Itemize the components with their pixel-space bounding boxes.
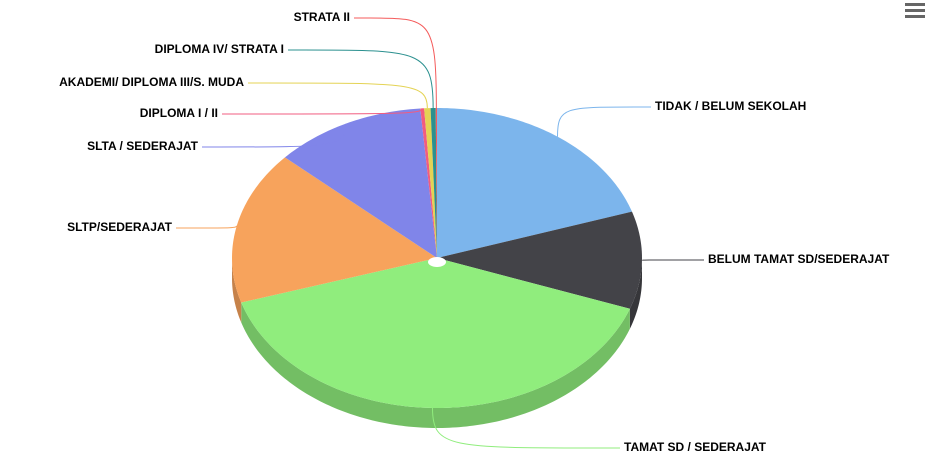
- slice-label: AKADEMI/ DIPLOMA III/S. MUDA: [59, 75, 244, 89]
- connector: [222, 108, 423, 115]
- slice-label: SLTP/SEDERAJAT: [67, 220, 173, 234]
- slice-side: [232, 258, 242, 323]
- slice-label: BELUM TAMAT SD/SEDERAJAT: [708, 252, 890, 266]
- slice: [232, 157, 437, 303]
- menu-bar: [905, 15, 925, 18]
- slice: [284, 108, 437, 258]
- slice-label: STRATA II: [294, 10, 350, 24]
- menu-bar: [905, 9, 925, 12]
- slice: [437, 108, 632, 258]
- slice-side: [241, 302, 630, 428]
- connector: [431, 407, 620, 449]
- slice-label: TIDAK / BELUM SEKOLAH: [655, 99, 806, 113]
- slice-label: SLTA / SEDERAJAT: [87, 139, 199, 153]
- connector: [288, 49, 434, 109]
- connector: [556, 106, 651, 137]
- slice: [241, 258, 630, 408]
- connector: [354, 17, 437, 109]
- connector: [248, 82, 428, 109]
- menu-button[interactable]: [905, 3, 925, 18]
- connector: [176, 225, 238, 229]
- slice: [430, 108, 437, 258]
- slice-label: DIPLOMA IV/ STRATA I: [155, 42, 284, 56]
- slice: [437, 211, 642, 309]
- slice: [424, 108, 437, 259]
- slice: [435, 108, 437, 258]
- slice-side: [629, 258, 642, 329]
- slice-label: TAMAT SD / SEDERAJAT: [624, 440, 767, 454]
- slice-label: DIPLOMA I / II: [140, 106, 218, 120]
- center-hole: [428, 257, 446, 267]
- menu-bar: [905, 3, 925, 6]
- slice: [420, 108, 437, 258]
- connector: [202, 123, 347, 148]
